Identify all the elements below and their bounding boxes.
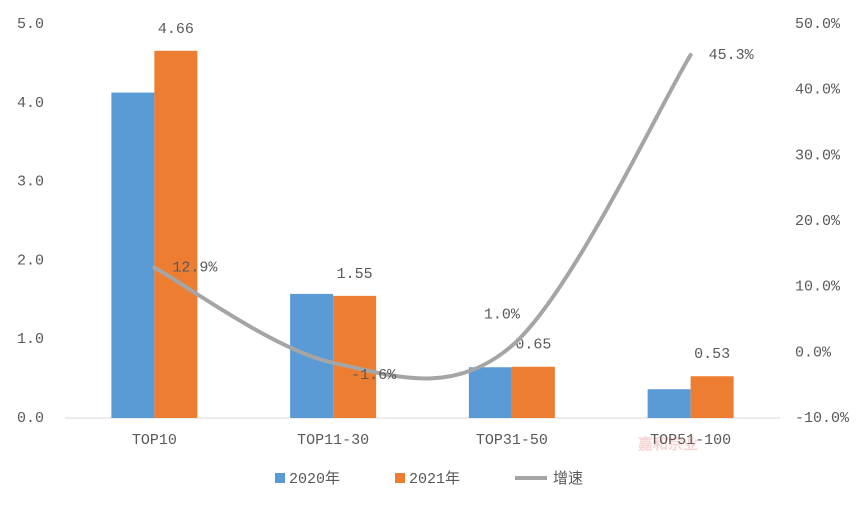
legend-label: 2021年	[409, 470, 460, 488]
data-label: 0.53	[694, 346, 730, 363]
bar	[154, 50, 198, 419]
bar	[511, 366, 555, 418]
bar	[647, 389, 691, 418]
y-tick-label: 3.0	[17, 174, 44, 191]
x-tick-label: TOP10	[132, 432, 177, 449]
bar	[690, 376, 734, 418]
x-tick-label: TOP31-50	[476, 432, 548, 449]
data-label: 0.65	[515, 337, 551, 354]
data-label: 1.55	[337, 266, 373, 283]
bar	[111, 92, 155, 418]
bar	[468, 367, 512, 418]
data-label: -1.6%	[351, 367, 397, 384]
legend-label: 2020年	[289, 470, 340, 488]
legend-swatch	[395, 473, 405, 483]
line	[152, 52, 693, 381]
y-tick-label: 1.0	[17, 331, 44, 348]
x-tick-label: TOP51-100	[650, 432, 731, 449]
y2-tick-label: 50.0%	[795, 16, 841, 33]
y2-tick-label: -10.0%	[795, 410, 850, 427]
data-label: 12.9%	[172, 260, 218, 277]
data-label: 45.3%	[709, 47, 755, 64]
bar	[333, 295, 377, 418]
y-tick-label: 0.0	[17, 410, 44, 427]
y2-tick-label: 40.0%	[795, 82, 841, 99]
legend-swatch	[275, 473, 285, 483]
y2-tick-label: 20.0%	[795, 213, 841, 230]
legend-label: 增速	[553, 470, 583, 488]
x-tick-label: TOP11-30	[297, 432, 369, 449]
y2-tick-label: 10.0%	[795, 279, 841, 296]
y2-tick-label: 30.0%	[795, 147, 841, 164]
y2-tick-label: 0.0%	[795, 344, 832, 361]
data-label: 1.0%	[484, 307, 521, 324]
data-label: 4.66	[158, 21, 194, 38]
watermark: 嘉和宗业	[637, 435, 698, 454]
y-tick-label: 5.0	[17, 16, 44, 33]
y-tick-label: 2.0	[17, 252, 44, 269]
y-tick-label: 4.0	[17, 95, 44, 112]
